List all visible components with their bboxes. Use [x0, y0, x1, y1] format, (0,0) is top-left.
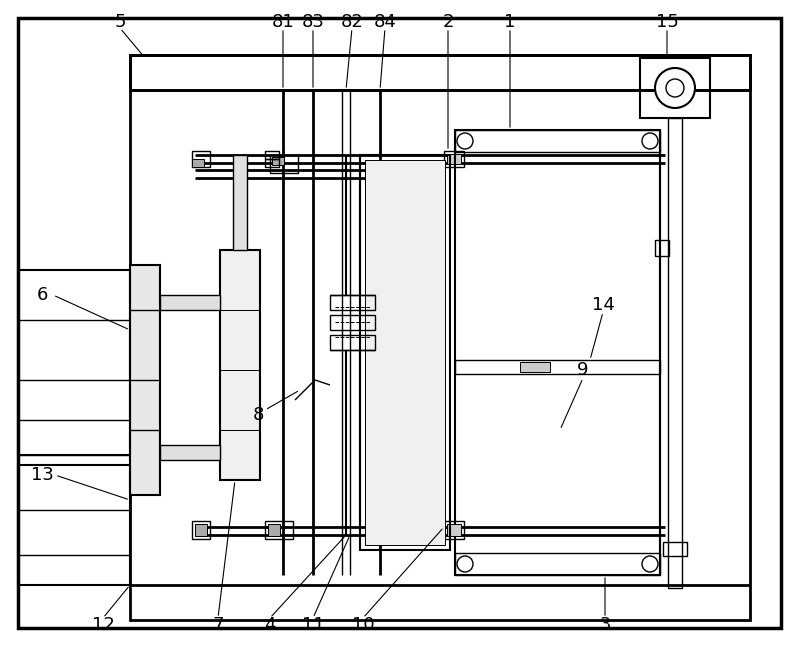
Text: 3: 3	[599, 616, 610, 634]
Bar	[444, 521, 464, 539]
Bar	[455, 553, 660, 575]
Bar	[655, 240, 669, 256]
Circle shape	[642, 556, 658, 572]
Text: 15: 15	[655, 13, 678, 31]
Bar	[330, 315, 375, 330]
Bar	[444, 151, 464, 167]
Bar	[360, 155, 450, 550]
Bar	[192, 151, 210, 167]
Circle shape	[642, 133, 658, 149]
Text: 81: 81	[272, 13, 294, 31]
Circle shape	[666, 79, 684, 97]
Text: 14: 14	[591, 296, 614, 314]
Bar	[455, 360, 660, 374]
Bar	[455, 130, 660, 575]
Text: 84: 84	[374, 13, 397, 31]
Bar	[272, 157, 284, 165]
Bar	[160, 295, 220, 310]
Bar	[195, 524, 207, 536]
Text: 8: 8	[252, 406, 264, 424]
Bar	[640, 58, 710, 118]
Text: 7: 7	[212, 616, 224, 634]
Bar	[18, 465, 130, 585]
Circle shape	[457, 133, 473, 149]
Bar	[220, 250, 260, 480]
Bar	[192, 159, 204, 167]
Text: 6: 6	[36, 286, 48, 304]
Bar	[455, 130, 660, 152]
Bar	[130, 55, 750, 90]
Bar	[130, 55, 750, 620]
Text: 2: 2	[442, 13, 454, 31]
Bar	[18, 270, 130, 455]
Text: 4: 4	[264, 616, 276, 634]
Bar	[233, 155, 247, 250]
Bar	[365, 160, 445, 545]
Bar	[265, 521, 293, 539]
Bar	[330, 335, 375, 350]
Text: 13: 13	[30, 466, 54, 484]
Text: 1: 1	[504, 13, 516, 31]
Bar	[265, 151, 279, 159]
Text: 83: 83	[302, 13, 325, 31]
Text: 11: 11	[302, 616, 324, 634]
Bar	[130, 265, 160, 495]
Bar	[160, 445, 220, 460]
Circle shape	[457, 556, 473, 572]
Bar	[447, 524, 461, 536]
Bar	[330, 295, 375, 310]
Text: 82: 82	[341, 13, 363, 31]
Text: 9: 9	[578, 361, 589, 379]
Bar	[663, 542, 687, 556]
Bar	[268, 524, 280, 536]
Bar	[520, 362, 550, 372]
Bar	[192, 521, 210, 539]
Text: 12: 12	[91, 616, 114, 634]
Bar	[668, 118, 682, 588]
Text: 10: 10	[352, 616, 374, 634]
Bar	[447, 154, 461, 164]
Circle shape	[655, 68, 695, 108]
Bar	[265, 159, 279, 167]
Bar	[270, 155, 298, 173]
Text: 5: 5	[114, 13, 126, 31]
